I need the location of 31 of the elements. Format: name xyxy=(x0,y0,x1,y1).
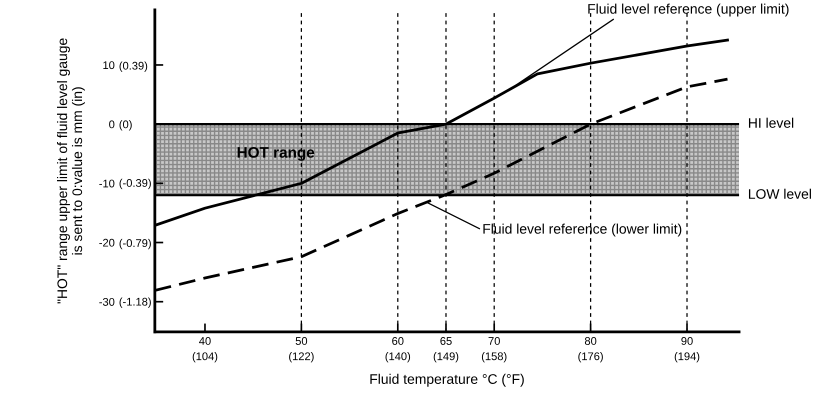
annotation: Fluid level reference (upper limit) xyxy=(588,4,789,17)
ref-line-label: HI level xyxy=(748,118,794,128)
y-tick-label: -30 xyxy=(99,298,114,306)
y-tick-label: 0 xyxy=(109,120,114,128)
x2-tick-label: (122) xyxy=(289,352,314,362)
x2-tick-label: (194) xyxy=(674,352,700,362)
x-tick-label: 90 xyxy=(681,337,693,345)
y2-tick-label: (0.39) xyxy=(120,62,148,72)
x-tick-label: 40 xyxy=(199,337,211,345)
x-tick-label: 50 xyxy=(296,337,308,345)
x-tick-label: 80 xyxy=(584,337,596,345)
x-axis-title: Fluid temperature °C (°F) xyxy=(370,374,524,387)
y2-tick-label: (0) xyxy=(120,120,132,130)
x2-tick-label: (104) xyxy=(192,352,218,362)
x-tick-label: 65 xyxy=(440,337,452,345)
x2-tick-label: (158) xyxy=(482,352,506,362)
x-tick-label: 60 xyxy=(392,337,404,345)
ref-line-label: LOW level xyxy=(748,188,811,199)
y-tick-label: -20 xyxy=(99,238,114,247)
y-tick-label: 10 xyxy=(103,61,114,70)
y-tick-label: -10 xyxy=(99,180,114,188)
y2-tick-label: (-0.79) xyxy=(120,238,151,250)
x-tick-label: 70 xyxy=(488,337,500,345)
y2-tick-label: (-1.18) xyxy=(120,298,151,308)
x2-tick-label: (176) xyxy=(578,352,603,362)
x2-tick-label: (140) xyxy=(386,352,410,362)
y2-tick-label: (-0.39) xyxy=(120,178,151,190)
x2-tick-label: (149) xyxy=(434,352,458,362)
band-label: HOT range xyxy=(238,146,314,161)
y-axis-title: "HOT" range upper limit of fluid level gauge is sent to 0:value is mm (in) xyxy=(56,38,85,304)
annotation: Fluid level reference (lower limit) xyxy=(483,224,682,237)
